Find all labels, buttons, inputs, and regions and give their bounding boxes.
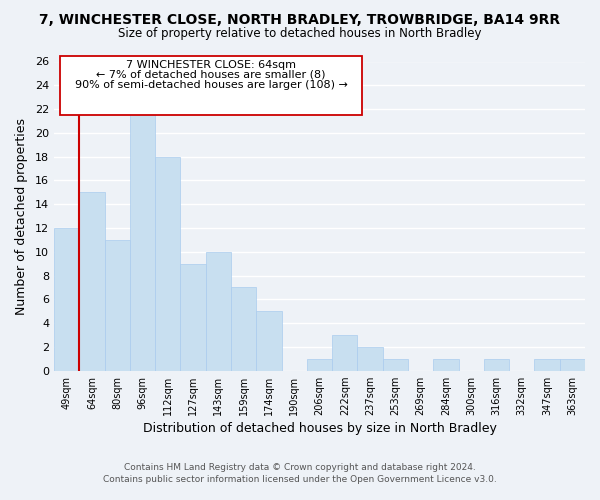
Bar (155, 156, 181, 370)
Text: Contains public sector information licensed under the Open Government Licence v3: Contains public sector information licen… (103, 475, 497, 484)
Text: 7 WINCHESTER CLOSE: 64sqm: 7 WINCHESTER CLOSE: 64sqm (126, 60, 296, 70)
Bar (130, 109, 155, 370)
Bar (256, 311, 281, 370)
Bar (484, 359, 509, 370)
Bar (307, 359, 332, 370)
Bar (79, 192, 104, 370)
Y-axis label: Number of detached properties: Number of detached properties (15, 118, 28, 314)
Bar (433, 359, 458, 370)
Text: ← 7% of detached houses are smaller (8): ← 7% of detached houses are smaller (8) (96, 70, 326, 80)
Text: Size of property relative to detached houses in North Bradley: Size of property relative to detached ho… (118, 28, 482, 40)
Bar (181, 264, 206, 370)
Text: Contains HM Land Registry data © Crown copyright and database right 2024.: Contains HM Land Registry data © Crown c… (124, 464, 476, 472)
Bar (358, 347, 383, 370)
X-axis label: Distribution of detached houses by size in North Bradley: Distribution of detached houses by size … (143, 422, 496, 435)
Text: 7, WINCHESTER CLOSE, NORTH BRADLEY, TROWBRIDGE, BA14 9RR: 7, WINCHESTER CLOSE, NORTH BRADLEY, TROW… (40, 12, 560, 26)
Bar (206, 252, 231, 370)
Bar (332, 335, 358, 370)
Bar (104, 240, 130, 370)
Bar (231, 288, 256, 370)
Bar (560, 359, 585, 370)
Text: 90% of semi-detached houses are larger (108) →: 90% of semi-detached houses are larger (… (74, 80, 347, 90)
Bar (54, 228, 79, 370)
Bar (535, 359, 560, 370)
Bar (383, 359, 408, 370)
